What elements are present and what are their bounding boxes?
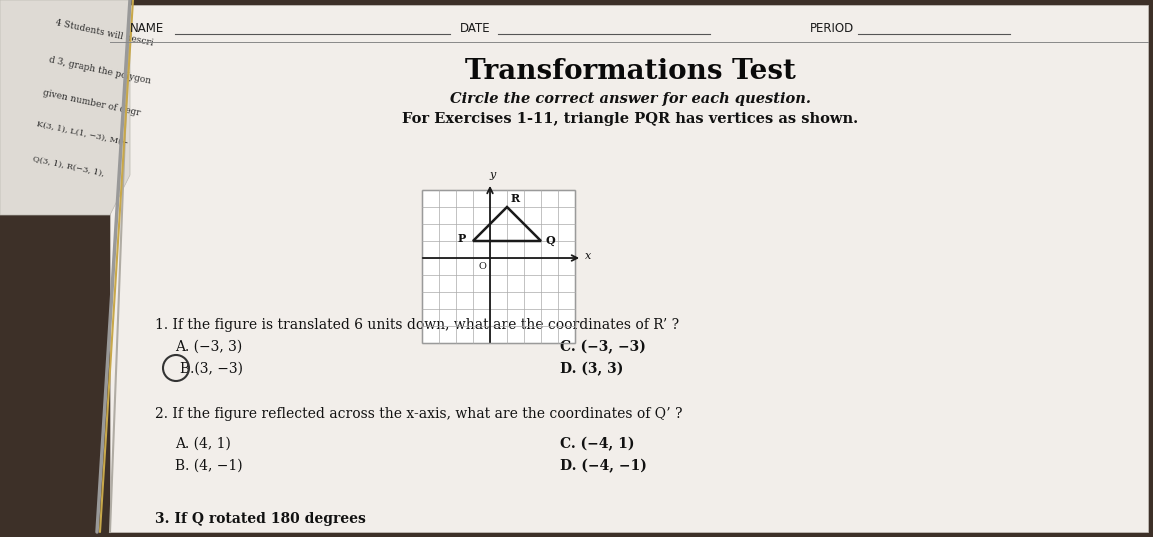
- Text: 4 Students will descri: 4 Students will descri: [55, 18, 155, 48]
- Polygon shape: [0, 0, 130, 215]
- Text: Transformations Test: Transformations Test: [465, 58, 796, 85]
- Text: B. (4, −1): B. (4, −1): [175, 459, 242, 473]
- Text: 1. If the figure is translated 6 units down, what are the coordinates of R’ ?: 1. If the figure is translated 6 units d…: [155, 318, 679, 332]
- Text: D. (−4, −1): D. (−4, −1): [560, 459, 647, 473]
- Text: C. (−3, −3): C. (−3, −3): [560, 340, 646, 354]
- Text: K(3, 1), L(1, −3), M(−: K(3, 1), L(1, −3), M(−: [36, 120, 129, 147]
- Text: For Exercises 1-11, triangle ​PQR has vertices as shown.: For Exercises 1-11, triangle ​PQR has ve…: [402, 112, 858, 126]
- Text: given number of degr: given number of degr: [42, 88, 141, 118]
- Text: Q: Q: [545, 235, 555, 245]
- Text: P: P: [458, 234, 466, 244]
- Text: D. (3, 3): D. (3, 3): [560, 362, 624, 376]
- Text: NAME: NAME: [130, 22, 164, 35]
- Polygon shape: [110, 5, 1148, 532]
- Text: x: x: [585, 251, 591, 261]
- Text: A. (−3, 3): A. (−3, 3): [175, 340, 242, 354]
- Text: 2. If the figure reflected across the x-axis, what are the coordinates of Q’ ?: 2. If the figure reflected across the x-…: [155, 407, 683, 421]
- Text: Q(3, 1), R(−3, 1),: Q(3, 1), R(−3, 1),: [32, 155, 105, 178]
- Text: PERIOD: PERIOD: [811, 22, 854, 35]
- Text: DATE: DATE: [460, 22, 491, 35]
- Text: A. (4, 1): A. (4, 1): [175, 437, 231, 451]
- Text: O: O: [478, 262, 487, 271]
- Text: y: y: [490, 170, 496, 180]
- Text: R: R: [511, 193, 520, 204]
- Polygon shape: [422, 190, 575, 343]
- Text: Circle the correct answer for each question.: Circle the correct answer for each quest…: [450, 92, 811, 106]
- Text: 3. If Q rotated 180 degrеes: 3. If Q rotated 180 degrеes: [155, 512, 366, 526]
- Text: C. (−4, 1): C. (−4, 1): [560, 437, 634, 451]
- Text: B.(3, −3): B.(3, −3): [180, 362, 243, 376]
- Text: d 3, graph the polygon: d 3, graph the polygon: [48, 55, 152, 85]
